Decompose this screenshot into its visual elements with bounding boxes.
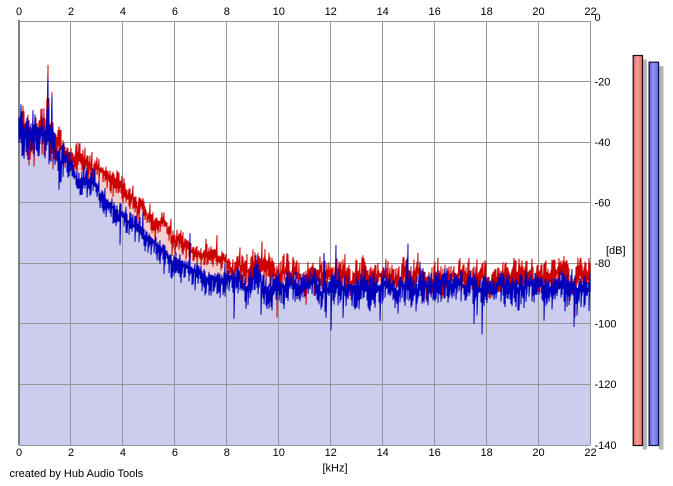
svg-text:created by Hub Audio Tools: created by Hub Audio Tools xyxy=(10,468,144,480)
svg-text:-80: -80 xyxy=(595,258,611,270)
svg-text:-140: -140 xyxy=(595,440,617,452)
svg-text:2: 2 xyxy=(68,6,74,18)
svg-text:-60: -60 xyxy=(595,198,611,210)
svg-text:22: 22 xyxy=(584,6,596,18)
svg-text:10: 10 xyxy=(273,447,285,459)
svg-text:0: 0 xyxy=(595,12,601,24)
svg-text:12: 12 xyxy=(325,447,337,459)
svg-text:18: 18 xyxy=(480,447,492,459)
svg-text:2: 2 xyxy=(68,447,74,459)
svg-text:[dB]: [dB] xyxy=(606,245,626,257)
svg-text:-100: -100 xyxy=(595,319,617,331)
svg-text:14: 14 xyxy=(377,6,389,18)
svg-text:16: 16 xyxy=(428,6,440,18)
svg-text:16: 16 xyxy=(428,447,440,459)
svg-text:0: 0 xyxy=(16,447,22,459)
svg-text:0: 0 xyxy=(16,6,22,18)
svg-text:12: 12 xyxy=(325,6,337,18)
svg-text:10: 10 xyxy=(273,6,285,18)
svg-text:-120: -120 xyxy=(595,379,617,391)
svg-text:[kHz]: [kHz] xyxy=(322,463,347,475)
svg-text:6: 6 xyxy=(172,6,178,18)
svg-text:20: 20 xyxy=(532,6,544,18)
svg-text:6: 6 xyxy=(172,447,178,459)
svg-text:4: 4 xyxy=(120,447,126,459)
svg-text:-20: -20 xyxy=(595,76,611,88)
svg-text:22: 22 xyxy=(584,447,596,459)
svg-text:18: 18 xyxy=(480,6,492,18)
svg-text:8: 8 xyxy=(224,447,230,459)
svg-text:8: 8 xyxy=(224,6,230,18)
svg-text:4: 4 xyxy=(120,6,126,18)
svg-text:-40: -40 xyxy=(595,137,611,149)
svg-text:14: 14 xyxy=(377,447,389,459)
svg-text:20: 20 xyxy=(532,447,544,459)
